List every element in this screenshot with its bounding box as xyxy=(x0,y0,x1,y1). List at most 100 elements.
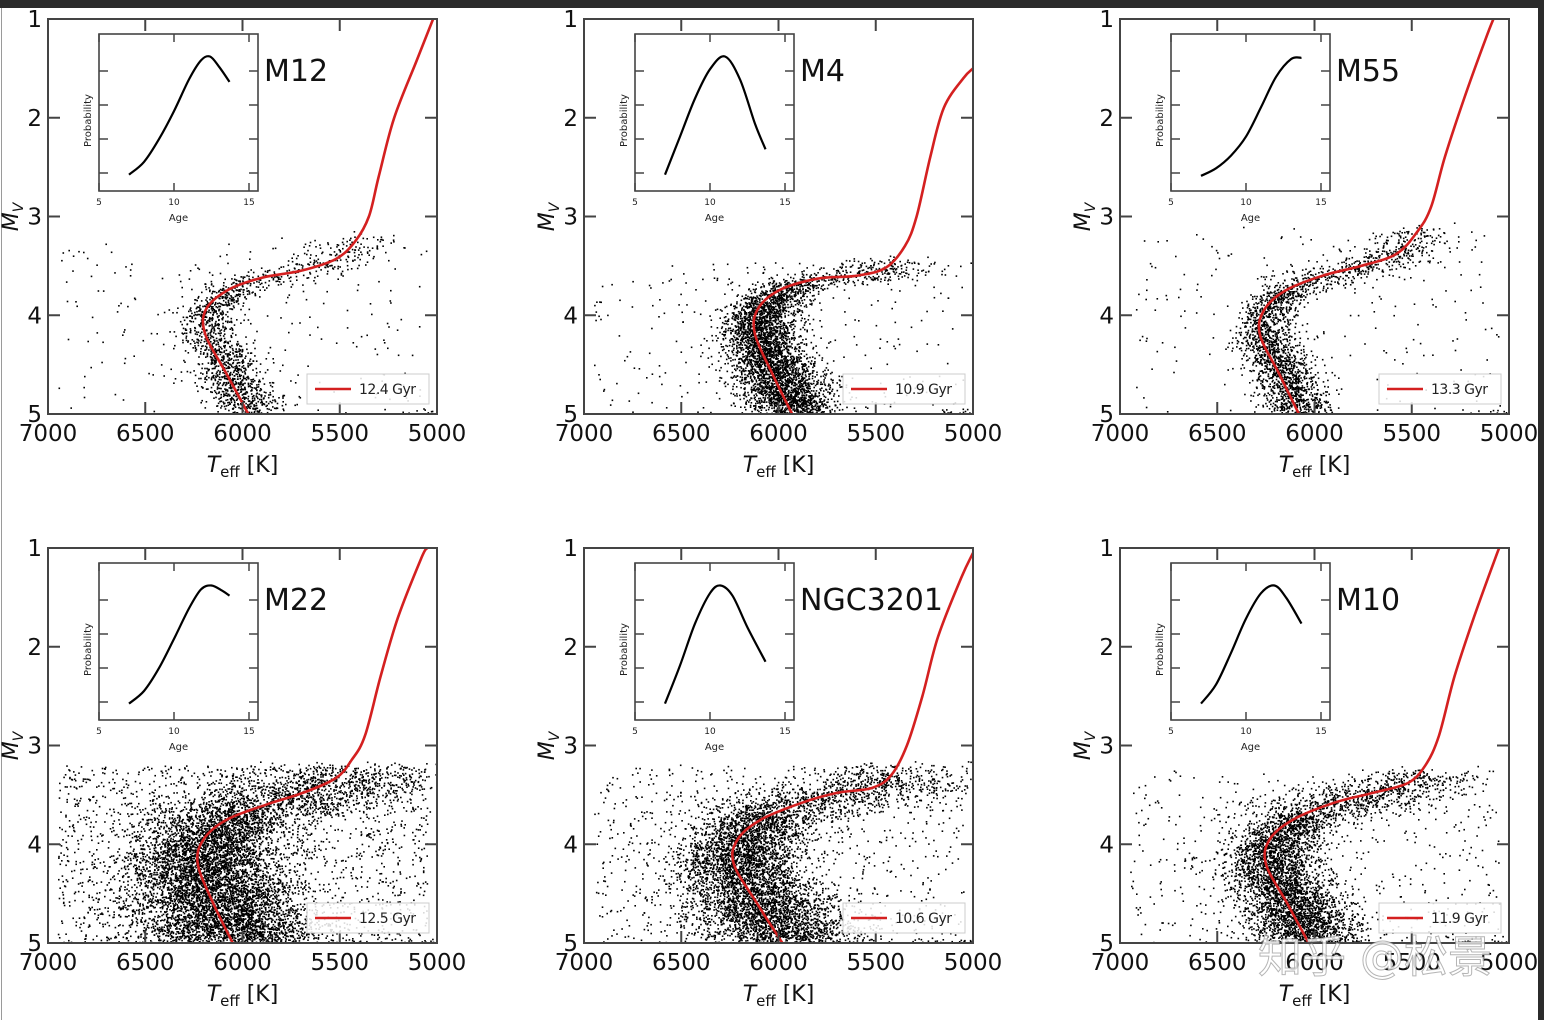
star-point xyxy=(218,391,221,393)
star-point xyxy=(778,313,781,315)
star-point xyxy=(798,404,800,407)
star-point xyxy=(201,331,203,333)
star-point xyxy=(746,346,749,349)
star-point xyxy=(173,382,175,384)
star-point xyxy=(243,367,245,369)
star-point xyxy=(235,293,238,296)
star-point xyxy=(759,412,762,414)
star-point xyxy=(269,394,272,396)
star-point xyxy=(260,400,263,403)
star-point xyxy=(703,337,706,340)
star-point xyxy=(267,402,270,405)
star-point xyxy=(335,342,338,344)
star-point xyxy=(811,383,813,385)
star-point xyxy=(779,341,781,344)
star-point xyxy=(798,346,801,348)
star-point xyxy=(411,354,414,357)
star-point xyxy=(807,290,810,292)
star-point xyxy=(801,350,804,352)
star-point xyxy=(327,263,329,266)
star-point xyxy=(266,287,268,289)
star-point xyxy=(256,392,259,394)
star-point xyxy=(792,391,794,394)
star-point xyxy=(327,270,329,273)
star-point xyxy=(750,386,753,389)
star-point xyxy=(784,389,786,391)
star-point xyxy=(770,343,772,345)
star-point xyxy=(1013,422,1015,424)
star-point xyxy=(255,395,258,397)
star-point xyxy=(396,329,399,331)
star-point xyxy=(256,330,258,333)
star-point xyxy=(302,284,304,286)
star-point xyxy=(205,340,208,342)
star-point xyxy=(78,250,80,253)
star-point xyxy=(237,359,239,361)
star-point xyxy=(773,357,775,359)
star-point xyxy=(238,373,241,376)
star-point xyxy=(812,287,815,290)
star-point xyxy=(188,278,191,280)
star-point xyxy=(782,327,785,329)
star-point xyxy=(786,328,789,330)
star-point xyxy=(768,311,770,313)
star-point xyxy=(821,383,824,385)
star-point xyxy=(222,401,225,403)
star-point xyxy=(248,411,251,414)
star-point xyxy=(223,381,225,384)
star-point xyxy=(200,319,203,321)
star-point xyxy=(771,308,773,310)
star-point xyxy=(750,325,752,327)
star-point xyxy=(794,363,796,365)
star-point xyxy=(233,299,235,301)
star-point xyxy=(830,282,833,284)
star-point xyxy=(808,395,811,397)
star-point xyxy=(924,274,927,276)
star-point xyxy=(797,371,799,373)
star-point xyxy=(297,374,299,376)
star-point xyxy=(215,291,218,294)
star-point xyxy=(255,402,258,405)
star-point xyxy=(276,407,279,410)
star-point xyxy=(212,302,214,304)
star-point xyxy=(803,318,806,320)
star-point xyxy=(224,388,226,390)
star-point xyxy=(725,358,728,361)
star-point xyxy=(257,400,260,403)
star-point xyxy=(235,301,238,303)
star-point xyxy=(760,406,763,409)
star-point xyxy=(806,404,809,407)
star-point xyxy=(238,361,241,364)
star-point xyxy=(176,311,178,314)
star-point xyxy=(266,408,269,410)
star-point xyxy=(247,385,250,388)
star-point xyxy=(356,267,359,270)
star-point xyxy=(236,367,239,370)
star-point xyxy=(782,322,785,324)
star-point xyxy=(380,236,383,238)
star-point xyxy=(750,333,753,336)
star-point xyxy=(127,305,129,308)
star-point xyxy=(724,306,726,309)
star-point xyxy=(784,408,786,411)
star-point xyxy=(195,348,198,351)
star-point xyxy=(801,279,804,281)
star-point xyxy=(303,246,305,248)
star-point xyxy=(730,357,732,359)
star-point xyxy=(813,272,816,275)
star-point xyxy=(738,366,740,368)
star-point xyxy=(751,341,754,344)
star-point xyxy=(793,366,795,368)
star-point xyxy=(274,400,277,403)
star-point xyxy=(805,282,807,284)
star-point xyxy=(779,284,781,286)
star-point xyxy=(258,379,261,381)
star-point xyxy=(728,357,730,360)
star-point xyxy=(302,265,304,267)
star-point xyxy=(240,345,243,348)
star-point xyxy=(812,348,814,350)
star-point xyxy=(376,248,379,250)
star-point xyxy=(888,278,890,281)
star-point xyxy=(740,323,743,326)
star-point xyxy=(872,266,874,269)
